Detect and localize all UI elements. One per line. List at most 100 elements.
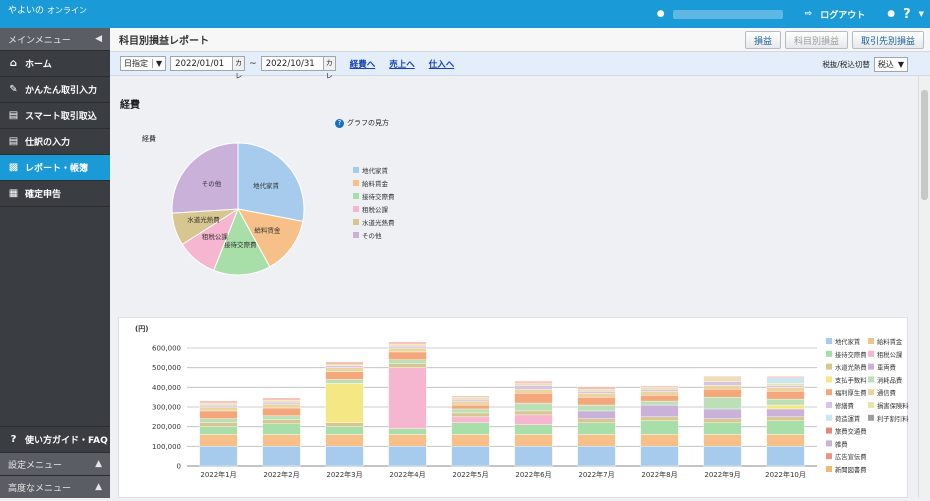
bar-segment[interactable] <box>325 363 364 366</box>
tab-profit-loss[interactable]: 損益 <box>744 31 781 49</box>
tab-account-profit-loss[interactable]: 科目別損益 <box>784 31 848 49</box>
bar-segment[interactable] <box>703 418 742 423</box>
bar-segment[interactable] <box>766 420 805 435</box>
bar-segment[interactable] <box>388 428 427 435</box>
tax-switch-select[interactable]: 税込 ▼ <box>873 57 908 72</box>
bar-segment[interactable] <box>262 401 301 405</box>
bar-segment[interactable] <box>514 383 553 386</box>
bar-segment[interactable] <box>451 400 490 406</box>
bar-segment[interactable] <box>640 446 679 467</box>
bar-segment[interactable] <box>325 379 364 384</box>
bar-segment[interactable] <box>325 361 364 363</box>
bar-segment[interactable] <box>262 446 301 467</box>
bar-segment[interactable] <box>325 365 364 368</box>
bar-segment[interactable] <box>388 359 427 364</box>
bar-segment[interactable] <box>514 414 553 425</box>
bar-segment[interactable] <box>703 434 742 447</box>
bar-segment[interactable] <box>199 410 238 420</box>
bar-segment[interactable] <box>262 407 301 417</box>
pie-slice[interactable] <box>213 207 271 276</box>
bar-segment[interactable] <box>703 408 742 420</box>
bar-segment[interactable] <box>199 426 238 435</box>
bar-segment[interactable] <box>451 434 490 447</box>
brand-logo[interactable]: やよいの 青色申告 オンライン <box>8 3 192 56</box>
bar-segment[interactable] <box>388 341 427 344</box>
link-purchases[interactable]: 仕入へ <box>428 59 455 70</box>
sidebar-item-smart-import[interactable]: ▤ スマート取引取込 <box>0 103 110 129</box>
bar-segment[interactable] <box>577 418 616 423</box>
bar-segment[interactable] <box>640 394 679 402</box>
bar-segment[interactable] <box>388 363 427 368</box>
bar-segment[interactable] <box>451 398 490 402</box>
bar-segment[interactable] <box>451 395 490 398</box>
bar-segment[interactable] <box>325 422 364 427</box>
bar-segment[interactable] <box>640 434 679 447</box>
bar-segment[interactable] <box>703 446 742 467</box>
bar-segment[interactable] <box>514 410 553 416</box>
bar-segment[interactable] <box>640 400 679 406</box>
bar-segment[interactable] <box>199 418 238 423</box>
link-sales[interactable]: 売上へ <box>389 59 415 70</box>
bar-segment[interactable] <box>640 420 679 435</box>
bar-segment[interactable] <box>388 446 427 467</box>
bar-segment[interactable] <box>766 391 805 400</box>
bar-segment[interactable] <box>766 434 805 447</box>
bar-segment[interactable] <box>577 391 616 394</box>
bar-segment[interactable] <box>703 396 742 410</box>
bar-segment[interactable] <box>388 345 427 349</box>
bar-segment[interactable] <box>451 404 490 410</box>
bar-segment[interactable] <box>199 400 238 403</box>
bar-segment[interactable] <box>262 415 301 420</box>
bar-segment[interactable] <box>640 404 679 418</box>
sidebar-item-tax-return[interactable]: ▦ 確定申告 <box>0 181 110 207</box>
advanced-menu[interactable]: 高度なメニュー ▲ <box>0 475 110 498</box>
bar-segment[interactable] <box>514 385 553 390</box>
user-icon[interactable]: ● <box>656 9 665 19</box>
bar-segment[interactable] <box>199 402 238 406</box>
bar-segment[interactable] <box>451 412 490 418</box>
bar-segment[interactable] <box>514 389 553 394</box>
bar-segment[interactable] <box>640 391 679 396</box>
sidebar-item-journal[interactable]: ▤ 仕訳の入力 <box>0 129 110 155</box>
chart-help-link[interactable]: ? グラフの見方 <box>335 118 389 128</box>
bar-segment[interactable] <box>577 404 616 412</box>
sidebar-item-reports[interactable]: ▩ レポート・帳簿 <box>0 155 110 181</box>
bar-segment[interactable] <box>388 351 427 361</box>
bar-segment[interactable] <box>577 422 616 435</box>
bar-segment[interactable] <box>766 376 805 378</box>
date-to-input[interactable]: 2022/10/31 カレ <box>260 56 336 80</box>
bar-segment[interactable] <box>766 398 805 406</box>
bar-segment[interactable] <box>766 416 805 421</box>
calendar-icon[interactable]: カレ <box>322 57 335 80</box>
date-from-input[interactable]: 2022/01/01 カレ <box>170 56 246 80</box>
bar-segment[interactable] <box>262 419 301 424</box>
bar-segment[interactable] <box>577 393 616 398</box>
bar-segment[interactable] <box>766 404 805 410</box>
bar-segment[interactable] <box>514 402 553 412</box>
bar-segment[interactable] <box>766 446 805 467</box>
bar-segment[interactable] <box>766 408 805 418</box>
pie-slice[interactable] <box>171 142 239 214</box>
bar-segment[interactable] <box>703 377 742 382</box>
bar-segment[interactable] <box>577 446 616 467</box>
support-icon[interactable]: ● <box>887 9 896 19</box>
bar-segment[interactable] <box>262 434 301 447</box>
bar-segment[interactable] <box>640 416 679 421</box>
bar-segment[interactable] <box>766 387 805 392</box>
bar-segment[interactable] <box>451 408 490 414</box>
bar-segment[interactable] <box>514 381 553 383</box>
bar-segment[interactable] <box>325 446 364 467</box>
bar-segment[interactable] <box>640 386 679 388</box>
bar-segment[interactable] <box>703 422 742 435</box>
bar-segment[interactable] <box>451 416 490 423</box>
period-select[interactable]: 日指定 ▼ <box>120 56 167 71</box>
bar-segment[interactable] <box>388 347 427 353</box>
scrollbar-thumb[interactable] <box>921 90 928 200</box>
bar-segment[interactable] <box>577 410 616 420</box>
pie-slice[interactable] <box>237 208 304 268</box>
bar-segment[interactable] <box>703 385 742 390</box>
bar-segment[interactable] <box>325 367 364 372</box>
bar-segment[interactable] <box>262 403 301 409</box>
bar-segment[interactable] <box>703 381 742 386</box>
bar-segment[interactable] <box>703 376 742 378</box>
